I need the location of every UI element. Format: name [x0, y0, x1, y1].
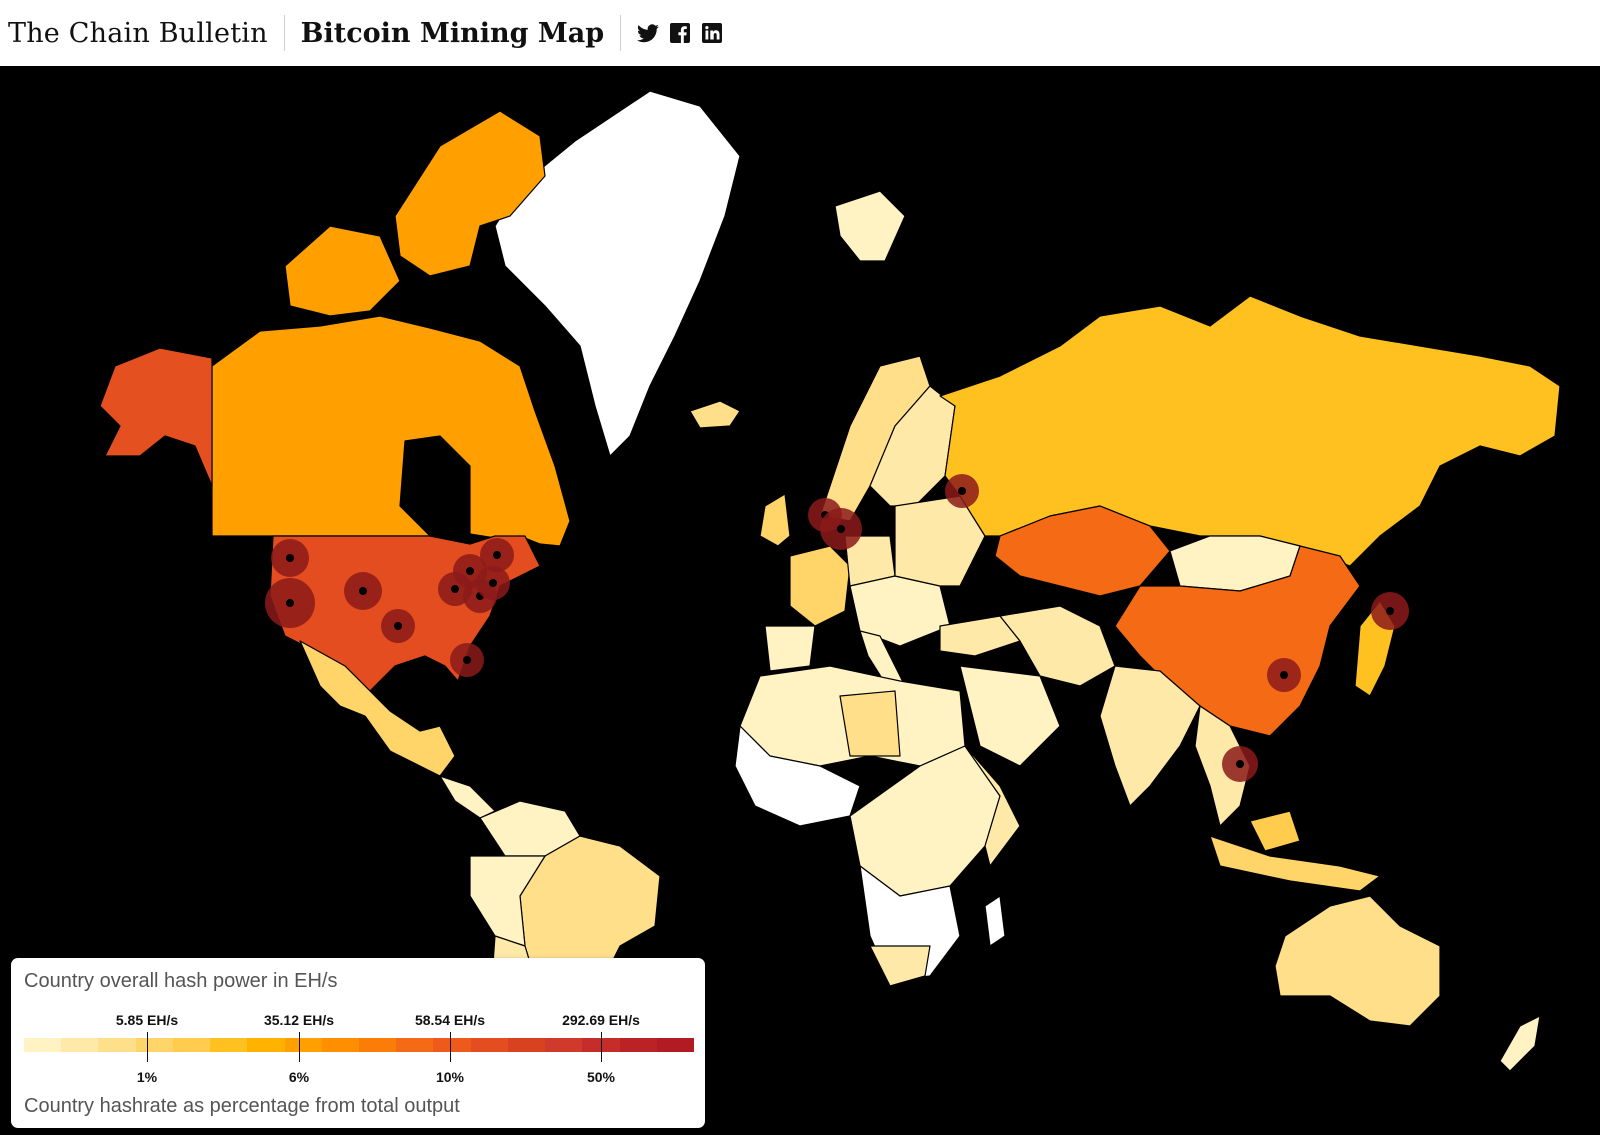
country-new-zealand[interactable] — [1499, 1015, 1541, 1072]
color-scale-swatch — [24, 1038, 62, 1052]
color-scale-swatch — [321, 1038, 359, 1052]
mining-hotspots — [265, 474, 1409, 782]
country-arabia[interactable] — [959, 665, 1061, 767]
legend-tick — [147, 1032, 148, 1062]
legend-pct-label: 50% — [586, 1069, 616, 1085]
country-iceland[interactable] — [689, 400, 741, 429]
legend-pct-label: 10% — [435, 1069, 465, 1085]
country-libya[interactable] — [839, 690, 901, 757]
map-legend: Country overall hash power in EH/s 5.85 … — [11, 958, 705, 1128]
color-scale-swatch — [396, 1038, 434, 1052]
country-peru-bolivia[interactable] — [469, 855, 546, 947]
country-east-africa[interactable] — [964, 745, 1021, 867]
legend-eh-label: 58.54 EH/s — [414, 1012, 486, 1028]
color-scale-swatch — [61, 1038, 99, 1052]
country-turkey[interactable] — [939, 615, 1021, 657]
color-scale-swatch — [582, 1038, 620, 1052]
header-divider — [620, 15, 622, 51]
legend-pct-label: 6% — [288, 1069, 310, 1085]
color-scale-swatch — [656, 1038, 694, 1052]
country-australia[interactable] — [1274, 895, 1441, 1027]
color-scale-swatch — [507, 1038, 546, 1052]
color-scale-swatch — [135, 1038, 173, 1052]
color-scale-bar — [24, 1038, 694, 1052]
hotspot-marker[interactable] — [1371, 592, 1409, 630]
country-india[interactable] — [1099, 665, 1201, 807]
country-borneo[interactable] — [1249, 810, 1301, 852]
social-links — [637, 22, 723, 44]
country-greenland[interactable] — [494, 90, 741, 457]
country-iran-region[interactable] — [999, 605, 1116, 687]
legend-title: Country overall hash power in EH/s — [24, 970, 338, 992]
header-bar: The Chain Bulletin Bitcoin Mining Map — [0, 0, 1600, 67]
country-uk[interactable] — [759, 493, 791, 547]
country-alaska[interactable] — [99, 347, 213, 487]
facebook-icon[interactable] — [669, 22, 691, 44]
legend-tick — [450, 1032, 451, 1062]
twitter-icon[interactable] — [637, 22, 660, 44]
hotspot-marker[interactable] — [1267, 658, 1301, 692]
country-svalbard[interactable] — [834, 190, 906, 262]
country-mexico[interactable] — [299, 640, 456, 777]
color-scale-swatch — [358, 1038, 397, 1052]
legend-tick — [601, 1032, 602, 1062]
hotspot-marker[interactable] — [820, 508, 862, 550]
legend-subtitle: Country hashrate as percentage from tota… — [24, 1095, 460, 1117]
legend-tick — [299, 1032, 300, 1062]
country-canada-islands[interactable] — [284, 225, 401, 317]
color-scale-swatch — [284, 1038, 322, 1052]
color-scale-swatch — [247, 1038, 285, 1052]
hotspot-marker[interactable] — [480, 538, 514, 572]
hotspot-marker[interactable] — [1222, 746, 1258, 782]
world-map[interactable] — [0, 66, 1600, 1135]
hotspot-marker[interactable] — [450, 643, 484, 677]
legend-eh-label: 292.69 EH/s — [562, 1012, 640, 1028]
country-indonesia[interactable] — [1209, 835, 1381, 892]
country-madagascar[interactable] — [984, 895, 1006, 947]
hotspot-marker[interactable] — [271, 539, 309, 577]
site-brand[interactable]: The Chain Bulletin — [8, 17, 268, 49]
hotspot-marker[interactable] — [265, 578, 315, 628]
hotspot-marker[interactable] — [344, 572, 382, 610]
country-canada-arctic[interactable] — [394, 110, 546, 277]
legend-eh-label: 35.12 EH/s — [263, 1012, 335, 1028]
linkedin-icon[interactable] — [701, 22, 723, 44]
hotspot-marker[interactable] — [945, 474, 979, 508]
hotspot-marker[interactable] — [381, 609, 415, 643]
header-divider — [283, 15, 285, 51]
color-scale-swatch — [210, 1038, 248, 1052]
color-scale-swatch — [172, 1038, 211, 1052]
page-title: Bitcoin Mining Map — [300, 17, 605, 49]
country-south-africa[interactable] — [869, 945, 931, 987]
legend-pct-label: 1% — [136, 1069, 158, 1085]
hotspot-marker[interactable] — [476, 566, 510, 600]
color-scale-swatch — [98, 1038, 136, 1052]
color-scale-swatch — [619, 1038, 657, 1052]
color-scale-swatch — [545, 1038, 583, 1052]
color-scale-swatch — [470, 1038, 508, 1052]
legend-eh-label: 5.85 EH/s — [115, 1012, 179, 1028]
color-scale-swatch — [433, 1038, 471, 1052]
country-spain[interactable] — [764, 625, 816, 672]
country-canada[interactable] — [211, 315, 571, 547]
